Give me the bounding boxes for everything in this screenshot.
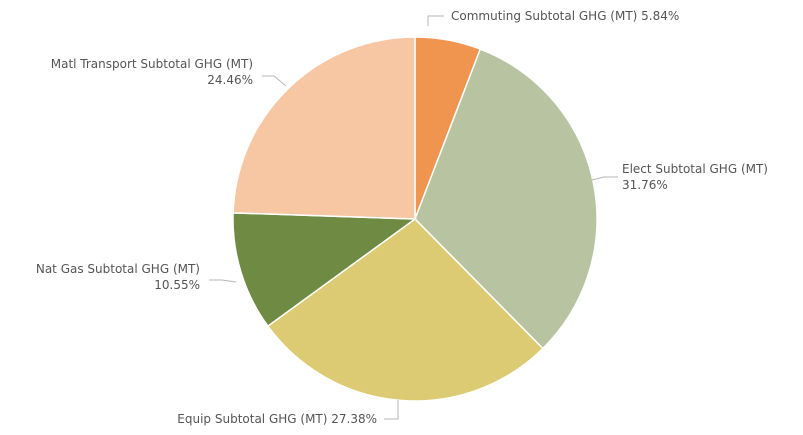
slice-label-3-line-1: Equip Subtotal GHG (MT) 27.38% bbox=[177, 412, 377, 426]
leader-line-2 bbox=[591, 176, 618, 181]
leader-line-5 bbox=[262, 75, 287, 87]
slice-label-5-line-2: 24.46% bbox=[207, 73, 253, 87]
pie-slice-2[interactable] bbox=[414, 48, 598, 350]
leader-line-1 bbox=[427, 15, 444, 26]
slice-label-4-line-1: Nat Gas Subtotal GHG (MT) bbox=[36, 262, 200, 276]
pie-slice-3[interactable] bbox=[266, 218, 544, 402]
slice-label-1-line-1: Commuting Subtotal GHG (MT) 5.84% bbox=[451, 9, 679, 23]
slice-label-2-line-2: 31.76% bbox=[622, 178, 668, 192]
leader-line-4 bbox=[209, 279, 237, 283]
slice-label-2-line-1: Elect Subtotal GHG (MT) bbox=[622, 162, 768, 176]
pie-slices bbox=[232, 36, 598, 402]
pie-slice-5[interactable] bbox=[232, 36, 416, 220]
pie-slice-4[interactable] bbox=[232, 212, 418, 328]
slice-label-4-line-2: 10.55% bbox=[154, 278, 200, 292]
leader-lines bbox=[209, 15, 618, 420]
leader-line-3 bbox=[384, 400, 399, 420]
slice-label-5-line-1: Matl Transport Subtotal GHG (MT) bbox=[51, 57, 253, 71]
slice-labels: Commuting Subtotal GHG (MT) 5.84% Elect S… bbox=[36, 9, 768, 426]
